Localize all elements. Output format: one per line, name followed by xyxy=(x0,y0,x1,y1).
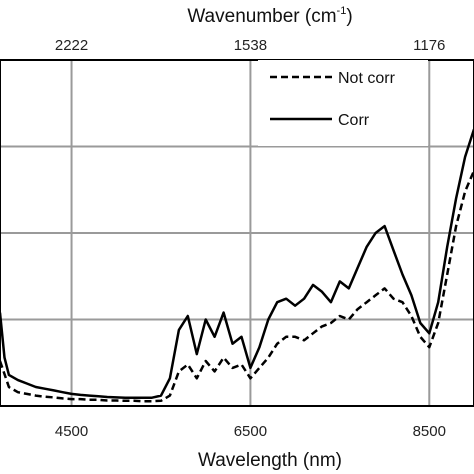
top-tick-label: 1538 xyxy=(234,37,267,54)
series-line-corr xyxy=(0,128,474,399)
bottom-axis-title: Wavelength (nm) xyxy=(198,450,342,471)
top-tick-label: 2222 xyxy=(55,37,88,54)
bottom-tick-label: 8500 xyxy=(413,423,446,440)
bottom-tick-label: 6500 xyxy=(234,423,267,440)
gridlines xyxy=(0,60,474,406)
series-line-not-corr xyxy=(0,170,474,403)
series-lines xyxy=(0,128,474,403)
plot-frame xyxy=(0,59,474,407)
bottom-tick-label: 4500 xyxy=(55,423,88,440)
legend-label-corr: Corr xyxy=(338,112,370,129)
legend-box xyxy=(258,60,428,146)
legend-label-not-corr: Not corr xyxy=(338,70,396,87)
top-axis-ticks: 2222 1538 1176 xyxy=(55,37,446,54)
top-tick-label: 1176 xyxy=(413,37,445,54)
top-axis-title: Wavenumber (cm-1) xyxy=(187,5,352,27)
legend: Not corr Corr xyxy=(258,60,428,146)
bottom-axis-ticks: 4500 6500 8500 xyxy=(55,423,446,440)
